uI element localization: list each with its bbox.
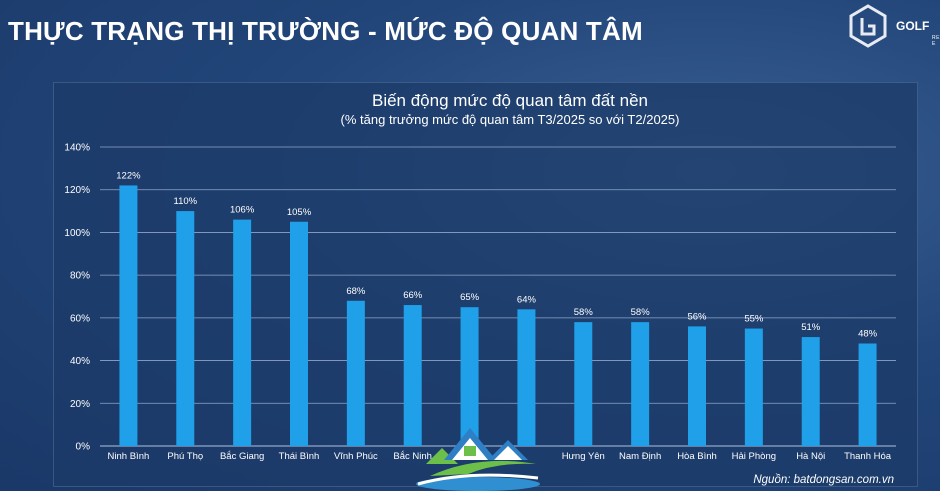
- bar: [631, 322, 650, 446]
- chart-subtitle: (% tăng trưởng mức độ quan tâm T3/2025 s…: [341, 112, 680, 127]
- chart-title: Biến động mức độ quan tâm đất nền: [372, 91, 648, 110]
- bar-value-label: 58%: [574, 307, 594, 318]
- x-tick-label: Hà Nội: [796, 451, 825, 462]
- bar-value-label: 66%: [403, 290, 423, 301]
- logo-subtext: REAL E: [932, 35, 940, 47]
- x-tick-label: Thanh Hóa: [844, 451, 892, 462]
- logo-text: GOLF: [896, 19, 930, 33]
- x-tick-label: Hòa Bình: [677, 451, 717, 462]
- bar-value-label: 106%: [230, 205, 255, 216]
- y-tick-label: 20%: [70, 399, 90, 410]
- bar: [517, 309, 536, 446]
- bar-value-label: 65%: [460, 292, 480, 303]
- bar: [801, 337, 820, 446]
- bar: [858, 343, 877, 446]
- bar: [460, 307, 479, 446]
- bar-value-label: 68%: [346, 286, 366, 297]
- bar-value-label: 58%: [631, 307, 651, 318]
- golf-logo-icon: [849, 4, 887, 48]
- x-tick-label: Bắc Giang: [220, 451, 264, 462]
- bar: [688, 326, 706, 446]
- bar-value-label: 56%: [687, 311, 707, 322]
- x-tick-label: Hưng Yên: [562, 451, 605, 462]
- source-note: Nguồn: batdongsan.com.vn: [753, 474, 894, 486]
- bar: [403, 305, 422, 446]
- x-tick-label: Ninh Bình: [108, 451, 150, 462]
- bar-value-label: 48%: [858, 328, 878, 339]
- bar-value-label: 51%: [801, 322, 821, 333]
- x-tick-label: Hải Phòng: [732, 451, 776, 462]
- y-tick-label: 100%: [64, 228, 90, 239]
- x-tick-label: Bắc Ninh: [393, 451, 432, 462]
- x-tick-label: Thái Bình: [279, 451, 320, 462]
- x-tick-label: Nam Định: [619, 451, 661, 462]
- bar-value-label: 55%: [744, 314, 764, 325]
- bar: [176, 211, 195, 446]
- bar: [233, 219, 252, 446]
- y-tick-label: 60%: [70, 313, 90, 324]
- bar-value-label: 110%: [173, 196, 197, 207]
- bar-value-label: 105%: [287, 207, 312, 218]
- brand-logo: GOLF REAL E: [848, 4, 940, 52]
- y-tick-label: 0%: [76, 442, 91, 453]
- bar: [744, 328, 763, 446]
- y-tick-label: 80%: [70, 271, 90, 282]
- y-tick-label: 140%: [64, 143, 90, 154]
- bar: [346, 300, 365, 446]
- slide-title: THỰC TRẠNG THỊ TRƯỜNG - MỨC ĐỘ QUAN TÂM: [8, 16, 643, 46]
- y-tick-label: 40%: [70, 356, 90, 367]
- x-tick-label: Phú Thọ: [167, 451, 203, 462]
- x-tick-label: Vĩnh Phúc: [334, 451, 378, 462]
- house-logo-icon: [416, 428, 540, 491]
- bar: [119, 185, 138, 446]
- bar: [290, 221, 308, 446]
- bar-value-label: 64%: [517, 294, 537, 305]
- bar-value-label: 122%: [116, 170, 141, 181]
- y-tick-label: 120%: [64, 185, 90, 196]
- bar: [574, 322, 593, 446]
